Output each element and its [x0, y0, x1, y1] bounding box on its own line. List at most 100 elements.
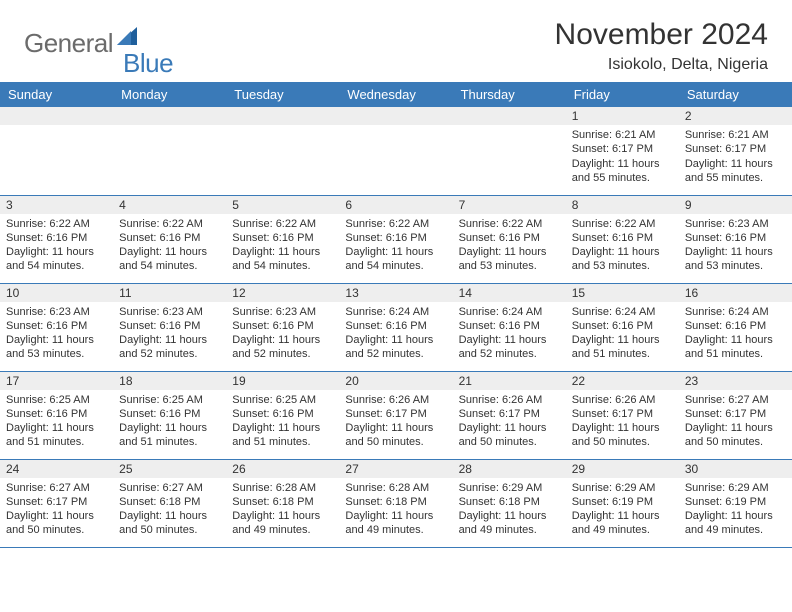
calendar-cell: 8Sunrise: 6:22 AMSunset: 6:16 PMDaylight… [566, 195, 679, 283]
calendar-cell: 1Sunrise: 6:21 AMSunset: 6:17 PMDaylight… [566, 107, 679, 195]
day-number: 24 [0, 460, 113, 478]
calendar-cell: 2Sunrise: 6:21 AMSunset: 6:17 PMDaylight… [679, 107, 792, 195]
sunrise-text: Sunrise: 6:29 AM [572, 481, 673, 495]
sunrise-text: Sunrise: 6:25 AM [6, 393, 107, 407]
calendar-cell: 18Sunrise: 6:25 AMSunset: 6:16 PMDayligh… [113, 371, 226, 459]
day-details: Sunrise: 6:22 AMSunset: 6:16 PMDaylight:… [113, 214, 226, 278]
page-header: General Blue November 2024 Isiokolo, Del… [0, 0, 792, 82]
day-details: Sunrise: 6:23 AMSunset: 6:16 PMDaylight:… [0, 302, 113, 366]
day-header: Thursday [453, 82, 566, 107]
day-number: 10 [0, 284, 113, 302]
sunset-text: Sunset: 6:17 PM [6, 495, 107, 509]
sunrise-text: Sunrise: 6:28 AM [345, 481, 446, 495]
sunrise-text: Sunrise: 6:27 AM [119, 481, 220, 495]
day-number-empty [339, 107, 452, 125]
sunset-text: Sunset: 6:16 PM [6, 319, 107, 333]
calendar-week-row: 1Sunrise: 6:21 AMSunset: 6:17 PMDaylight… [0, 107, 792, 195]
daylight-text: Daylight: 11 hours and 49 minutes. [459, 509, 560, 538]
sunset-text: Sunset: 6:19 PM [572, 495, 673, 509]
calendar-week-row: 3Sunrise: 6:22 AMSunset: 6:16 PMDaylight… [0, 195, 792, 283]
sunset-text: Sunset: 6:16 PM [685, 231, 786, 245]
daylight-text: Daylight: 11 hours and 52 minutes. [345, 333, 446, 362]
calendar-cell [0, 107, 113, 195]
day-number: 20 [339, 372, 452, 390]
day-header: Wednesday [339, 82, 452, 107]
day-number: 2 [679, 107, 792, 125]
daylight-text: Daylight: 11 hours and 54 minutes. [6, 245, 107, 274]
sunset-text: Sunset: 6:16 PM [572, 231, 673, 245]
sunrise-text: Sunrise: 6:22 AM [6, 217, 107, 231]
day-details: Sunrise: 6:24 AMSunset: 6:16 PMDaylight:… [453, 302, 566, 366]
daylight-text: Daylight: 11 hours and 51 minutes. [685, 333, 786, 362]
sunrise-text: Sunrise: 6:23 AM [685, 217, 786, 231]
sunset-text: Sunset: 6:18 PM [459, 495, 560, 509]
day-number-empty [226, 107, 339, 125]
daylight-text: Daylight: 11 hours and 49 minutes. [232, 509, 333, 538]
daylight-text: Daylight: 11 hours and 55 minutes. [685, 157, 786, 186]
sunrise-text: Sunrise: 6:24 AM [345, 305, 446, 319]
day-number: 9 [679, 196, 792, 214]
calendar-cell: 19Sunrise: 6:25 AMSunset: 6:16 PMDayligh… [226, 371, 339, 459]
calendar-cell: 13Sunrise: 6:24 AMSunset: 6:16 PMDayligh… [339, 283, 452, 371]
sunset-text: Sunset: 6:16 PM [232, 231, 333, 245]
day-details: Sunrise: 6:23 AMSunset: 6:16 PMDaylight:… [113, 302, 226, 366]
day-number: 19 [226, 372, 339, 390]
calendar-cell: 5Sunrise: 6:22 AMSunset: 6:16 PMDaylight… [226, 195, 339, 283]
day-number: 6 [339, 196, 452, 214]
sunset-text: Sunset: 6:16 PM [345, 319, 446, 333]
daylight-text: Daylight: 11 hours and 50 minutes. [459, 421, 560, 450]
calendar-cell: 30Sunrise: 6:29 AMSunset: 6:19 PMDayligh… [679, 459, 792, 547]
sunset-text: Sunset: 6:16 PM [232, 319, 333, 333]
day-number: 29 [566, 460, 679, 478]
day-number: 30 [679, 460, 792, 478]
sunrise-text: Sunrise: 6:26 AM [345, 393, 446, 407]
sunset-text: Sunset: 6:16 PM [572, 319, 673, 333]
calendar-table: SundayMondayTuesdayWednesdayThursdayFrid… [0, 82, 792, 548]
calendar-cell: 12Sunrise: 6:23 AMSunset: 6:16 PMDayligh… [226, 283, 339, 371]
calendar-cell: 3Sunrise: 6:22 AMSunset: 6:16 PMDaylight… [0, 195, 113, 283]
sunset-text: Sunset: 6:16 PM [119, 231, 220, 245]
sunrise-text: Sunrise: 6:23 AM [6, 305, 107, 319]
day-details: Sunrise: 6:28 AMSunset: 6:18 PMDaylight:… [226, 478, 339, 542]
calendar-cell: 21Sunrise: 6:26 AMSunset: 6:17 PMDayligh… [453, 371, 566, 459]
sunset-text: Sunset: 6:18 PM [232, 495, 333, 509]
sunrise-text: Sunrise: 6:21 AM [685, 128, 786, 142]
day-number: 4 [113, 196, 226, 214]
day-number: 23 [679, 372, 792, 390]
sunset-text: Sunset: 6:18 PM [119, 495, 220, 509]
sunrise-text: Sunrise: 6:27 AM [6, 481, 107, 495]
daylight-text: Daylight: 11 hours and 52 minutes. [459, 333, 560, 362]
daylight-text: Daylight: 11 hours and 51 minutes. [6, 421, 107, 450]
day-header: Tuesday [226, 82, 339, 107]
sunrise-text: Sunrise: 6:26 AM [572, 393, 673, 407]
sunset-text: Sunset: 6:17 PM [345, 407, 446, 421]
sunset-text: Sunset: 6:16 PM [232, 407, 333, 421]
calendar-cell: 7Sunrise: 6:22 AMSunset: 6:16 PMDaylight… [453, 195, 566, 283]
sunset-text: Sunset: 6:16 PM [6, 231, 107, 245]
daylight-text: Daylight: 11 hours and 55 minutes. [572, 157, 673, 186]
calendar-cell: 28Sunrise: 6:29 AMSunset: 6:18 PMDayligh… [453, 459, 566, 547]
day-details: Sunrise: 6:27 AMSunset: 6:18 PMDaylight:… [113, 478, 226, 542]
day-number: 13 [339, 284, 452, 302]
sunset-text: Sunset: 6:16 PM [6, 407, 107, 421]
sunrise-text: Sunrise: 6:29 AM [459, 481, 560, 495]
calendar-week-row: 17Sunrise: 6:25 AMSunset: 6:16 PMDayligh… [0, 371, 792, 459]
brand-text-blue: Blue [123, 48, 173, 79]
daylight-text: Daylight: 11 hours and 50 minutes. [6, 509, 107, 538]
sunset-text: Sunset: 6:17 PM [459, 407, 560, 421]
day-number: 17 [0, 372, 113, 390]
sunrise-text: Sunrise: 6:21 AM [572, 128, 673, 142]
sunset-text: Sunset: 6:16 PM [119, 319, 220, 333]
calendar-cell [226, 107, 339, 195]
sunset-text: Sunset: 6:16 PM [459, 231, 560, 245]
day-details: Sunrise: 6:24 AMSunset: 6:16 PMDaylight:… [339, 302, 452, 366]
daylight-text: Daylight: 11 hours and 53 minutes. [685, 245, 786, 274]
day-number: 11 [113, 284, 226, 302]
calendar-cell: 14Sunrise: 6:24 AMSunset: 6:16 PMDayligh… [453, 283, 566, 371]
brand-text-general: General [24, 28, 113, 59]
calendar-cell: 27Sunrise: 6:28 AMSunset: 6:18 PMDayligh… [339, 459, 452, 547]
calendar-week-row: 24Sunrise: 6:27 AMSunset: 6:17 PMDayligh… [0, 459, 792, 547]
sunrise-text: Sunrise: 6:24 AM [685, 305, 786, 319]
day-number: 8 [566, 196, 679, 214]
calendar-body: 1Sunrise: 6:21 AMSunset: 6:17 PMDaylight… [0, 107, 792, 547]
